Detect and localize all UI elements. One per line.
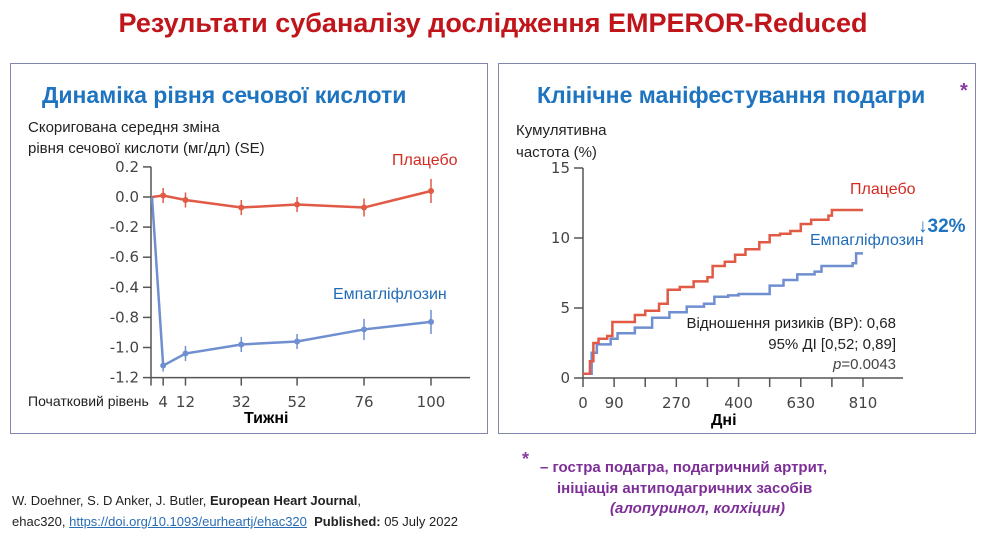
uric-acid-panel xyxy=(10,63,488,434)
data-point xyxy=(294,201,301,208)
data-point xyxy=(361,326,368,333)
data-point xyxy=(294,338,301,345)
y-tick-label: -1.0 xyxy=(110,339,139,357)
series-line-placebo xyxy=(583,208,863,376)
y-tick-label: -0.4 xyxy=(110,278,139,296)
baseline-label: Початковий рівень xyxy=(28,393,149,409)
y-tick-label: -1.2 xyxy=(110,369,139,387)
p-label: p xyxy=(833,356,842,373)
x-tick-label: 0 xyxy=(578,394,588,412)
x-tick-label: 12 xyxy=(176,393,195,411)
series-line-empagliflozin xyxy=(150,196,432,368)
published-label: Published: xyxy=(314,514,381,529)
footnote-line-3: (алопуринол, колхіцин) xyxy=(610,500,786,517)
x-tick-label: 630 xyxy=(786,394,815,412)
x-tick-label: 32 xyxy=(232,393,251,411)
risk-reduction: ↓32% xyxy=(918,216,966,237)
data-point xyxy=(428,187,434,194)
hazard-ratio: Відношення ризиків (ВР): 0,68 xyxy=(686,315,897,332)
y-tick-label: 5 xyxy=(560,299,570,317)
empagliflozin-legend-right: Емпагліфлозин xyxy=(810,232,924,249)
citation-id: ehac320, xyxy=(12,514,70,529)
weeks-axis-label: Тижні xyxy=(244,410,289,427)
gout-ylabel-2: частота (%) xyxy=(516,144,597,161)
gout-chart-title: Клінічне маніфестування подагри xyxy=(537,82,926,108)
y-tick-label: -0.8 xyxy=(110,308,139,326)
published-date: 05 July 2022 xyxy=(380,514,458,529)
data-point xyxy=(182,197,189,204)
data-point xyxy=(238,204,245,211)
x-tick-label: 76 xyxy=(354,393,373,411)
data-point xyxy=(428,318,434,325)
data-point xyxy=(160,362,167,369)
uric-acid-ylabel-1: Скоригована середня зміна xyxy=(28,119,220,136)
citation-authors: W. Doehner, S. D Anker, J. Butler, xyxy=(12,493,210,508)
gout-chart: 0 5 10 15 0 90 270 400 630 810 xyxy=(551,159,903,412)
x-tick-label: 4 xyxy=(158,393,168,411)
uric-acid-ylabel-2: рівня сечової кислоти (мг/дл) (SE) xyxy=(28,140,265,157)
slide-title: Результати субаналізу дослідження EMPERO… xyxy=(118,8,868,38)
y-tick-label: 15 xyxy=(551,159,570,177)
x-tick-label: 400 xyxy=(724,394,753,412)
y-tick-label: 10 xyxy=(551,229,570,247)
x-tick-label: 810 xyxy=(849,394,878,412)
citation-line-2: ehac320, https://doi.org/10.1093/eurhear… xyxy=(12,514,458,529)
uric-acid-chart-title: Динаміка рівня сечової кислоти xyxy=(42,82,407,108)
footnote-asterisk: * xyxy=(522,449,530,469)
x-tick-label: 270 xyxy=(662,394,691,412)
y-tick-label: -0.6 xyxy=(110,248,139,266)
gout-ylabel-1: Кумулятивна xyxy=(516,122,607,139)
series-line-placebo xyxy=(151,189,432,209)
gout-panel xyxy=(498,63,976,434)
title-asterisk: * xyxy=(960,80,968,102)
uric-acid-chart: 0.2 0.0 -0.2 -0.6 -0.4 -0.8 -1.0 -1.2 4 12 32 52 76 1… xyxy=(110,158,470,411)
x-tick-label: 52 xyxy=(288,393,307,411)
placebo-legend-right: Плацебо xyxy=(850,181,916,198)
confidence-interval: 95% ДІ [0,52; 0,89] xyxy=(768,336,896,353)
y-tick-label: -0.2 xyxy=(110,218,139,236)
citation-journal: European Heart Journal xyxy=(209,493,358,508)
footnote-line-1: – гостра подагра, подагричний артрит, xyxy=(540,459,828,476)
x-tick-label: 100 xyxy=(417,393,446,411)
p-value: p=0.0043 xyxy=(833,356,896,373)
data-point xyxy=(238,341,245,348)
placebo-legend-left: Плацебо xyxy=(392,152,458,169)
citation-comma: , xyxy=(357,493,361,508)
x-tick-label: 90 xyxy=(605,394,624,412)
y-tick-label: 0.0 xyxy=(115,188,139,206)
empagliflozin-legend-left: Емпагліфлозин xyxy=(333,286,447,303)
y-tick-label: 0.2 xyxy=(115,158,139,176)
p-value-number: =0.0043 xyxy=(841,356,896,373)
footnote-line-2: ініціація антиподагричних засобів xyxy=(557,480,813,497)
y-tick-label: 0 xyxy=(560,369,570,387)
days-axis-label: Дні xyxy=(711,412,737,429)
data-point xyxy=(160,192,167,199)
doi-link[interactable]: https://doi.org/10.1093/eurheartj/ehac32… xyxy=(69,514,307,529)
series-line-empagliflozin xyxy=(583,252,863,376)
data-point xyxy=(361,204,368,211)
citation-line-1: W. Doehner, S. D Anker, J. Butler, Europ… xyxy=(12,493,361,508)
data-point xyxy=(182,350,189,357)
